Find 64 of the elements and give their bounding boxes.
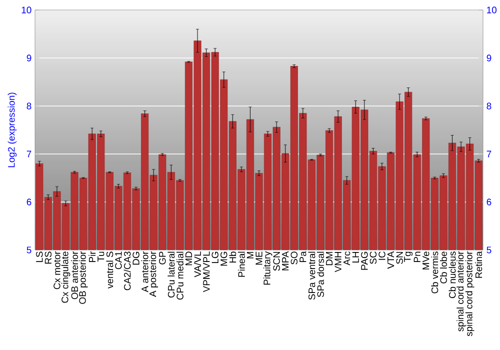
x-tick-label: CA1 (115, 252, 122, 270)
x-tick-label: IC (378, 252, 386, 260)
y-tick-label: 7 (26, 150, 32, 158)
x-tick-label: Pn (414, 252, 420, 262)
x-tick-label: VMH (334, 252, 342, 272)
x-tick-label: OB anterior (71, 251, 78, 300)
y-tick-label: 10 (22, 6, 32, 14)
x-tick-label: OB posterior (78, 251, 88, 304)
x-tick-label: LS (36, 252, 43, 262)
x-tick-label: Cb nucleus (448, 252, 456, 298)
x-tick-label: MG (220, 252, 228, 266)
y2-tick-label: 7 (486, 150, 492, 158)
x-tick-label: spinal cord anterior (456, 251, 466, 332)
x-tick-label: CPu lateral (168, 252, 175, 298)
x-tick-label: Cb vermis (431, 252, 438, 294)
x-tick-label: SO (290, 252, 298, 264)
x-tick-label: Tu (98, 252, 104, 262)
x-tick-label: DM (326, 252, 333, 266)
x-tick-label: PAG (361, 252, 368, 270)
x-tick-label: Cx cingulate (61, 252, 70, 303)
x-tick-label: CA2/CA3 (124, 252, 131, 290)
x-tick-label: ME (256, 252, 262, 265)
x-tick-label: LH (352, 252, 359, 263)
x-tick-label: CPu medial (176, 252, 184, 300)
x-tick-label: MPA (282, 251, 289, 270)
x-tick-label: Retina (475, 251, 482, 278)
x-tick-label: M (246, 252, 254, 258)
y2-tick-label: 8 (486, 102, 492, 110)
y2-tick-label: 10 (487, 6, 497, 14)
x-tick-label: A posterior (149, 251, 158, 297)
x-tick-label: MVe (422, 252, 430, 270)
x-tick-label: Hb (229, 252, 236, 263)
y-tick-label: 8 (26, 102, 32, 110)
x-tick-label: DG (132, 252, 140, 265)
x-tick-label: Pir (88, 251, 96, 262)
x-tick-label: SPa dorsal (317, 252, 324, 298)
y-tick-label: 5 (26, 246, 32, 254)
y-tick-label: 9 (26, 54, 32, 62)
x-tick-label: MD (185, 252, 192, 266)
x-tick-label: Arc (344, 251, 350, 266)
y-axis-title: Log2 (expression) (8, 92, 17, 168)
x-tick-label: LG (212, 252, 218, 264)
x-tick-label: SC (370, 252, 377, 264)
x-tick-label: Tg (404, 252, 413, 262)
y-tick-label: 6 (26, 198, 32, 206)
x-tick-label: SCN (273, 252, 280, 271)
x-tick-label: A anterior (141, 251, 148, 292)
x-tick-label: GP (159, 252, 166, 264)
x-tick-label: SPa ventral (308, 252, 316, 300)
x-tick-label: VPM/VPL (202, 252, 210, 292)
x-tick-label: VTA (388, 251, 394, 269)
y2-tick-label: 9 (486, 54, 492, 62)
x-tick-label: Pa (300, 251, 306, 262)
x-tick-label: ventral S (106, 252, 114, 289)
x-tick-label: Pineal (238, 252, 245, 277)
y2-tick-label: 5 (486, 246, 492, 254)
x-tick-label: RS (44, 252, 52, 264)
y2-tick-label: 6 (486, 198, 492, 206)
x-tick-label: Cb lobe (440, 252, 447, 284)
x-tick-label: VA/VL (194, 252, 201, 278)
x-tick-label: spinal cord posterior (465, 251, 474, 336)
x-tick-label: Pituitary (263, 251, 272, 285)
x-tick-label: Cx motor (54, 251, 60, 290)
x-tick-label: SN (396, 252, 403, 264)
